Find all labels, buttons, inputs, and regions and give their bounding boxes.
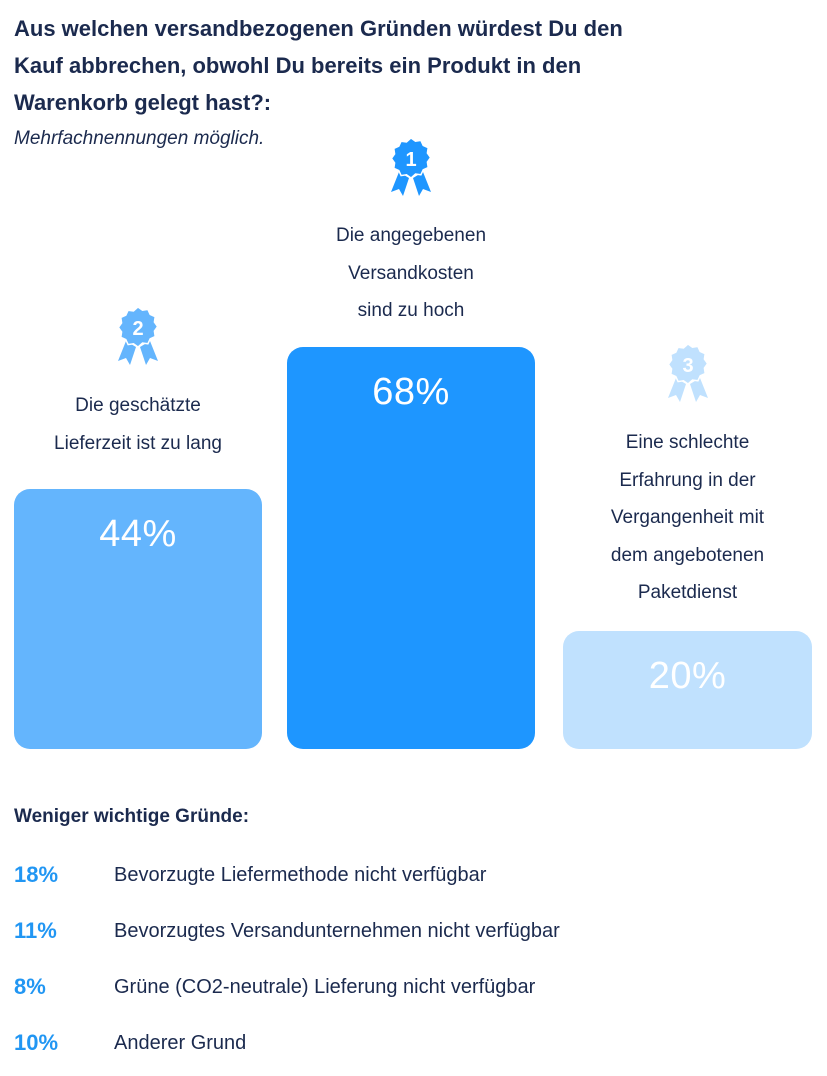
label-line: Eine schlechte: [625, 432, 750, 453]
label-line: Lieferzeit ist zu lang: [54, 432, 222, 454]
label-line: dem angebotenen: [610, 544, 765, 566]
bar-rank-2: 44%: [14, 489, 262, 749]
label-line: Erfahrung in der: [619, 469, 756, 491]
minor-label: Grüne (CO2-neutrale) Lieferung nicht ver…: [114, 975, 536, 998]
bar-rank-3: 20%: [563, 631, 812, 749]
minor-reasons-title: Weniger wichtige Gründe:: [14, 806, 250, 827]
bar-value: 20%: [648, 655, 727, 697]
label-line: sind zu hoch: [357, 300, 465, 321]
label-line: Die angegebenen: [335, 225, 487, 246]
rank-2-label: Die geschätzte Lieferzeit ist zu lang: [14, 387, 262, 462]
minor-value: 10%: [14, 1030, 59, 1055]
minor-value: 18%: [14, 862, 59, 887]
minor-label: Anderer Grund: [114, 1031, 247, 1054]
svg-text:3: 3: [682, 355, 693, 377]
svg-text:1: 1: [405, 149, 416, 171]
chart-subtitle: Mehrfachnennungen möglich.: [14, 128, 265, 149]
minor-value: 11%: [14, 918, 57, 943]
rank-3-label: Eine schlechte Erfahrung in der Vergange…: [563, 424, 812, 612]
rank-1-ribbon-icon: 1: [385, 136, 437, 200]
label-line: Versandkosten: [348, 262, 474, 284]
rank-1-label: Die angegebenen Versandkosten sind zu ho…: [287, 217, 535, 330]
bar-value: 68%: [372, 371, 450, 413]
svg-text:2: 2: [132, 318, 143, 340]
minor-label: Bevorzugte Liefermethode nicht verfügbar: [114, 863, 487, 886]
minor-label: Bevorzugtes Versandunternehmen nicht ver…: [114, 919, 560, 942]
label-line: Paketdienst: [637, 582, 738, 603]
bar-rank-1: 68%: [287, 347, 535, 749]
bar-value: 44%: [99, 513, 177, 555]
list-item: 10% Anderer Grund: [14, 1028, 246, 1058]
rank-2-ribbon-icon: 2: [112, 305, 164, 369]
chart-title: Aus welchen versandbezogenen Gründen wür…: [14, 16, 623, 115]
list-item: 11% Bevorzugtes Versandunternehmen nicht…: [14, 916, 560, 946]
list-item: 8% Grüne (CO2-neutrale) Lieferung nicht …: [14, 972, 535, 1002]
rank-3-ribbon-icon: 3: [662, 342, 714, 406]
label-line: Vergangenheit mit: [610, 507, 765, 528]
list-item: 18% Bevorzugte Liefermethode nicht verfü…: [14, 860, 486, 890]
minor-value: 8%: [14, 974, 46, 999]
label-line: Die geschätzte: [75, 395, 201, 416]
